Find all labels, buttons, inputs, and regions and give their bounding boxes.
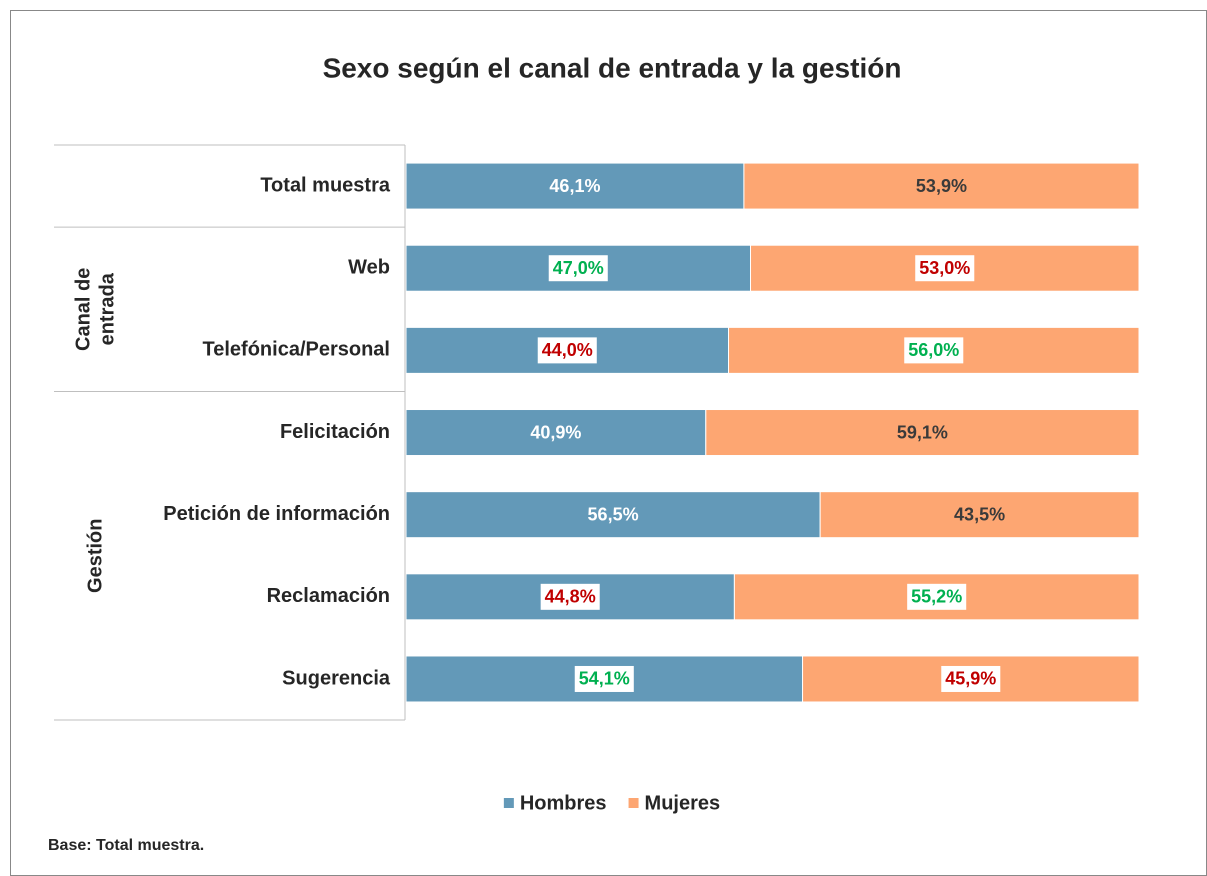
bar-segment [405, 326, 730, 374]
data-label: 53,9% [916, 176, 967, 196]
data-label: 44,0% [542, 340, 593, 360]
bar-segment [405, 491, 821, 539]
data-label: 46,1% [549, 176, 600, 196]
label-box [548, 255, 608, 282]
legend-label: Hombres [520, 792, 607, 814]
label-box [941, 665, 1001, 692]
data-label: 44,8% [545, 587, 596, 607]
label-box [915, 255, 975, 282]
data-label: 40,9% [530, 422, 581, 442]
bar-segment [743, 162, 1140, 210]
category-label: Web [348, 257, 390, 279]
group-label: Gestión [84, 519, 106, 593]
data-label: 45,9% [945, 669, 996, 689]
footnote: Base: Total muestra. [48, 837, 204, 854]
category-label: Total muestra [260, 174, 391, 196]
label-box [540, 583, 600, 610]
group-label: entrada [96, 272, 118, 345]
category-label: Telefónica/Personal [203, 339, 390, 361]
bar-segment [405, 409, 707, 457]
bar-segment [405, 162, 745, 210]
bar-segment [705, 409, 1140, 457]
label-box [537, 337, 597, 364]
label-box [904, 337, 964, 364]
group-label: Canal de [72, 268, 94, 351]
data-label: 59,1% [897, 422, 948, 442]
bar-segment [819, 491, 1140, 539]
data-label: 54,1% [579, 669, 630, 689]
category-label: Felicitación [280, 421, 390, 443]
category-label: Reclamación [267, 585, 390, 607]
data-label: 55,2% [911, 587, 962, 607]
label-box [574, 665, 634, 692]
data-label: 53,0% [919, 258, 970, 278]
label-box [907, 583, 967, 610]
legend-swatch [628, 798, 639, 808]
data-label: 47,0% [553, 258, 604, 278]
legend-swatch [503, 798, 514, 808]
legend-label: Mujeres [645, 792, 721, 814]
category-label: Sugerencia [282, 667, 391, 689]
category-label: Petición de información [163, 503, 390, 525]
chart-title: Sexo según el canal de entrada y la gest… [323, 52, 902, 83]
data-label: 56,0% [908, 340, 959, 360]
data-label: 43,5% [954, 504, 1005, 524]
legend: Hombres Mujeres [503, 792, 721, 814]
data-label: 56,5% [588, 504, 639, 524]
